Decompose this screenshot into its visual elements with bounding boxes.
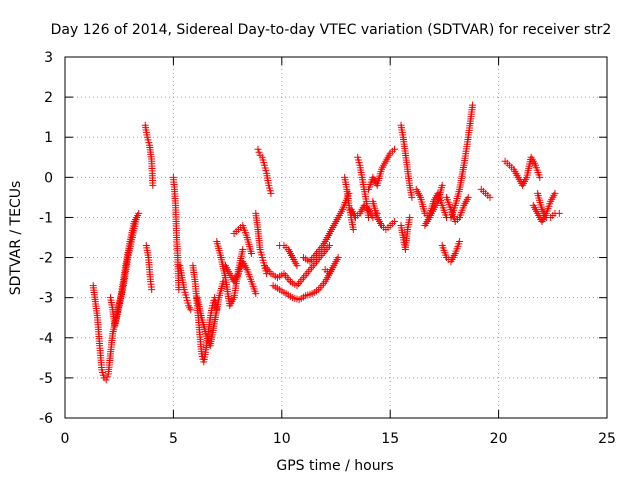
data-point (293, 262, 301, 270)
data-point (349, 225, 357, 233)
y-tick-label: 2 (44, 90, 53, 106)
x-tick-label: 0 (61, 431, 70, 447)
data-point-fill (255, 148, 263, 156)
y-tick-label: -5 (39, 371, 53, 387)
x-tick-label: 20 (490, 431, 508, 447)
data-point (438, 181, 446, 189)
data-point (555, 209, 563, 217)
y-tick-label: 0 (44, 170, 53, 186)
data-point (334, 254, 342, 262)
data-point (408, 193, 416, 201)
data-point-fill (103, 373, 111, 381)
data-point (133, 213, 141, 221)
data-point (148, 286, 156, 294)
y-tick-label: 3 (44, 50, 53, 66)
data-point (551, 189, 559, 197)
data-points (89, 101, 563, 384)
x-tick-label: 15 (381, 431, 399, 447)
data-point (187, 306, 195, 314)
y-tick-label: -2 (39, 251, 53, 267)
tick-labels: 0 5 10 15 20 25 -6 -5 -4 -3 -2 -1 0 1 2 3 (39, 50, 616, 447)
data-point (391, 217, 399, 225)
data-point (135, 209, 143, 217)
plot-frame (64, 56, 608, 419)
data-point (252, 290, 260, 298)
data-point (456, 238, 464, 246)
y-tick-label: -3 (39, 291, 53, 307)
x-tick-label: 25 (598, 431, 616, 447)
data-point (536, 173, 544, 181)
data-point (267, 189, 275, 197)
data-point (325, 242, 333, 250)
y-tick-label: -1 (39, 210, 53, 226)
data-point (469, 101, 477, 109)
chart-title: Day 126 of 2014, Sidereal Day-to-day VTE… (51, 22, 612, 38)
data-point (365, 213, 373, 221)
data-point (247, 250, 255, 258)
data-point (406, 213, 414, 221)
data-point (239, 246, 247, 254)
data-point (102, 376, 110, 384)
data-point (149, 181, 157, 189)
data-point (486, 193, 494, 201)
y-tick-label: -6 (39, 411, 53, 427)
y-axis-title: SDTVAR / TECUs (8, 181, 24, 296)
data-point (254, 145, 262, 153)
y-tick-label: -4 (39, 331, 53, 347)
y-tick-label: 1 (44, 130, 53, 146)
data-point (464, 193, 472, 201)
data-point (391, 145, 399, 153)
x-axis-title: GPS time / hours (276, 458, 393, 474)
x-tick-label: 10 (273, 431, 291, 447)
x-tick-label: 5 (169, 431, 178, 447)
